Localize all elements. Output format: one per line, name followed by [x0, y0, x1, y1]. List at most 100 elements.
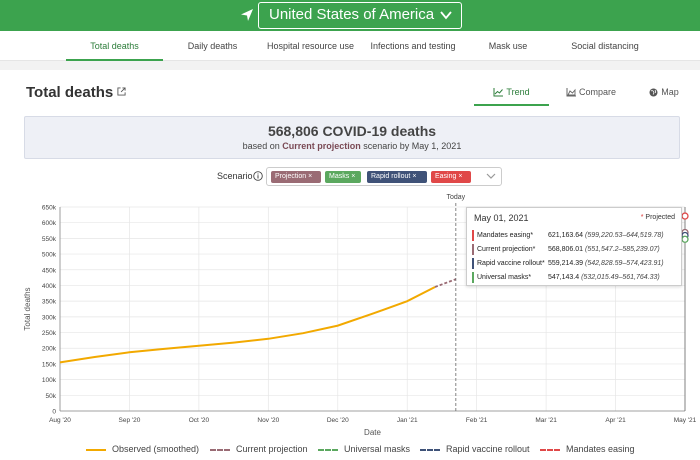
y-tick-label: 100k [42, 377, 57, 384]
y-tick-label: 300k [42, 314, 57, 321]
info-icon[interactable] [253, 171, 263, 181]
y-tick-label: 550k [42, 236, 57, 243]
legend-label: Rapid vaccine rollout [446, 444, 530, 454]
y-tick-label: 250k [42, 330, 57, 337]
tab-mask-use[interactable]: Mask use [488, 41, 528, 51]
view-tab-map-label: Map [661, 87, 679, 97]
tooltip-row-value: 559,214.39 (542,828.59–574,423.91) [548, 260, 664, 267]
y-tick-label: 400k [42, 283, 57, 290]
close-icon[interactable]: × [412, 173, 417, 180]
tooltip-row-range: (542,828.59–574,423.91) [584, 260, 664, 267]
scenario-multiselect[interactable]: Projection × Masks × Rapid rollout × Easing… [266, 167, 502, 186]
x-axis: Aug '20 Sep '20 Oct '20 Nov '20 Dec '20 Jan '… [49, 410, 697, 424]
area-chart-icon [566, 88, 576, 97]
projection-endpoints [681, 212, 689, 243]
x-tick-label: May '21 [674, 417, 697, 424]
tooltip-row-value: 547,143.4 (532,015.49–561,764.33) [548, 274, 660, 281]
legend-label: Observed (smoothed) [112, 444, 200, 454]
legend-swatch [318, 448, 338, 451]
line-chart-icon [493, 88, 504, 97]
view-tab-trend[interactable]: Trend [474, 80, 549, 106]
x-tick-label: Apr '21 [605, 417, 626, 424]
chip-projection-label: Projection [275, 173, 307, 180]
tab-infections-and-testing[interactable]: Infections and testing [370, 41, 456, 51]
chart-tooltip: May 01, 2021 * Projected Mandates easing… [466, 207, 682, 286]
chip-easing-label: Easing [435, 173, 457, 180]
location-arrow-icon[interactable] [239, 7, 255, 23]
legend-item[interactable]: Mandates easing [540, 441, 635, 457]
tooltip-row-label: Mandates easing* [477, 232, 534, 239]
y-axis: 0 50k 100k 150k 200k 250k 300k 350k 400k 450k 500k… [42, 205, 61, 416]
chip-masks[interactable]: Masks × [325, 171, 361, 183]
external-link-icon[interactable] [117, 87, 126, 96]
tooltip-row-range: (599,220.53–644,519.78) [584, 232, 664, 239]
series-line [434, 278, 457, 288]
chart-legend: Observed (smoothed) Current projection Uni… [0, 441, 700, 457]
tab-social-distancing[interactable]: Social distancing [571, 41, 639, 51]
chevron-down-icon[interactable] [486, 172, 496, 180]
y-tick-label: 50k [46, 393, 57, 400]
legend-swatch [420, 448, 440, 451]
chip-rapid-rollout[interactable]: Rapid rollout × [367, 171, 427, 183]
tooltip-row-value: 568,806.01 (551,547.2–585,239.07) [548, 246, 660, 253]
y-tick-label: 200k [42, 346, 57, 353]
legend-label: Current projection [236, 444, 308, 454]
tooltip-projected-label: Projected [645, 214, 675, 221]
country-select[interactable]: United States of America [258, 2, 462, 29]
tooltip-row-range: (551,547.2–585,239.07) [584, 246, 660, 253]
tooltip-row-range: (532,015.49–561,764.33) [581, 274, 660, 281]
tooltip-row-label: Universal masks* [477, 274, 532, 281]
endpoint-marker [681, 212, 689, 220]
legend-item[interactable]: Current projection [210, 441, 308, 457]
chip-projection[interactable]: Projection × [271, 171, 321, 183]
tab-hospital-resource-use[interactable]: Hospital resource use [266, 41, 355, 51]
x-tick-label: Oct '20 [189, 417, 210, 424]
summary-scenario-name: Current projection [282, 141, 361, 151]
tooltip-color-swatch [472, 230, 474, 241]
tooltip-color-swatch [472, 258, 474, 269]
chip-rapid-rollout-label: Rapid rollout [371, 173, 411, 180]
summary-subtext: based on Current projection scenario by … [25, 141, 679, 151]
y-tick-label: 450k [42, 267, 57, 274]
summary-box: 568,806 COVID-19 deaths based on Current… [24, 116, 680, 159]
legend-item[interactable]: Rapid vaccine rollout [420, 441, 530, 457]
legend-label: Universal masks [344, 444, 411, 454]
endpoint-marker [681, 235, 689, 243]
legend-item[interactable]: Observed (smoothed) [86, 441, 199, 457]
view-tab-map[interactable]: Map [644, 80, 684, 106]
legend-label: Mandates easing [566, 444, 635, 454]
x-tick-label: Jan '21 [397, 417, 418, 424]
chip-masks-label: Masks [329, 173, 350, 180]
x-tick-label: Feb '21 [466, 417, 488, 424]
legend-swatch [86, 448, 106, 451]
scenario-label: Scenario [217, 171, 253, 181]
globe-icon [649, 88, 658, 97]
view-tab-compare-label: Compare [578, 87, 616, 97]
legend-item[interactable]: Universal masks [318, 441, 410, 457]
tooltip-row-label: Rapid vaccine rollout* [477, 260, 545, 267]
summary-sub-suffix: scenario by May 1, 2021 [363, 141, 462, 151]
y-tick-label: 150k [42, 361, 57, 368]
tab-total-deaths[interactable]: Total deaths [66, 31, 163, 61]
y-tick-label: 600k [42, 220, 57, 227]
tab-daily-deaths[interactable]: Daily deaths [187, 41, 238, 51]
x-tick-label: Aug '20 [49, 417, 71, 424]
close-icon[interactable]: × [351, 173, 356, 180]
section-nav: Total deaths Daily deaths Hospital resou… [0, 31, 700, 61]
y-tick-label: 350k [42, 299, 57, 306]
x-axis-title: Date [364, 428, 381, 437]
view-tab-compare[interactable]: Compare [556, 80, 626, 106]
y-tick-label: 500k [42, 252, 57, 259]
tooltip-color-swatch [472, 244, 474, 255]
tooltip-row-value: 621,163.64 (599,220.53–644,519.78) [548, 232, 664, 239]
chip-easing[interactable]: Easing × [431, 171, 471, 183]
chevron-down-icon [440, 11, 452, 20]
country-select-value: United States of America [269, 6, 435, 23]
today-label: Today [446, 194, 465, 201]
x-tick-label: Sep '20 [119, 417, 141, 424]
y-tick-label: 0 [52, 409, 56, 416]
x-tick-label: Dec '20 [327, 417, 349, 424]
legend-swatch [540, 448, 560, 451]
close-icon[interactable]: × [458, 173, 463, 180]
close-icon[interactable]: × [308, 173, 313, 180]
